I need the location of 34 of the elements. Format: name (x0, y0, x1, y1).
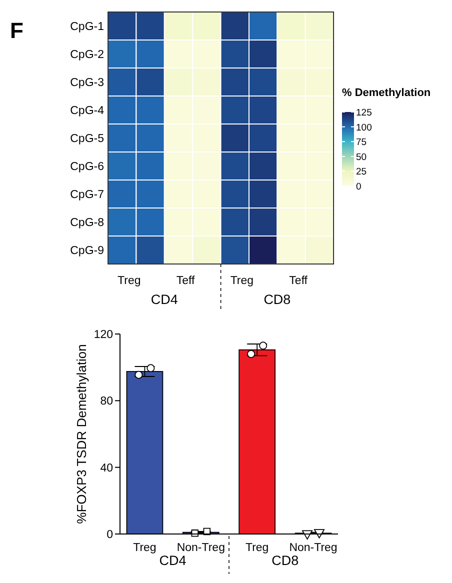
color-bar-label: 75 (356, 137, 367, 148)
x-tick-label: Teff (176, 275, 196, 287)
x-tick-label: Teff (289, 275, 308, 287)
text: CD4 (150, 292, 178, 307)
color-bar-label: 25 (356, 166, 367, 178)
x-tick-label: Treg (230, 275, 254, 287)
x-tick-label: Treg (245, 542, 269, 554)
text: CD8 (272, 553, 299, 568)
y-tick-label: 120 (94, 329, 113, 341)
color-bar-label: 0 (356, 182, 362, 192)
y-tick-label: CpG-2 (70, 49, 104, 61)
y-tick-label: CpG-6 (70, 161, 104, 173)
y-tick-label: CpG-1 (70, 21, 104, 33)
y-axis-title: %FOXP3 TSDR Demethylation (74, 344, 89, 524)
x-tick-label: Treg (133, 542, 156, 554)
color-bar-label: 100 (356, 122, 372, 134)
y-tick-label: CpG-9 (70, 245, 104, 257)
x-tick-label: Non-Treg (289, 542, 338, 554)
color-bar-title: % Demethylation (342, 87, 431, 99)
text: CD4 (159, 553, 187, 568)
y-tick-label: 40 (100, 462, 113, 474)
y-tick-label: CpG-3 (70, 77, 104, 89)
y-tick-label: CpG-4 (70, 105, 105, 117)
x-tick-label: Non-Treg (176, 542, 225, 554)
color-bar-label: 125 (356, 108, 372, 118)
y-tick-label: 80 (100, 396, 113, 408)
y-tick-label: CpG-8 (70, 217, 104, 229)
y-tick-label: CpG-7 (70, 189, 104, 201)
y-tick-label: 0 (106, 529, 113, 541)
text: CD8 (264, 292, 291, 307)
y-tick-label: CpG-5 (70, 133, 104, 145)
x-tick-label: Treg (118, 275, 141, 287)
chart-title: F (10, 18, 24, 43)
color-bar-label: 50 (356, 152, 367, 163)
